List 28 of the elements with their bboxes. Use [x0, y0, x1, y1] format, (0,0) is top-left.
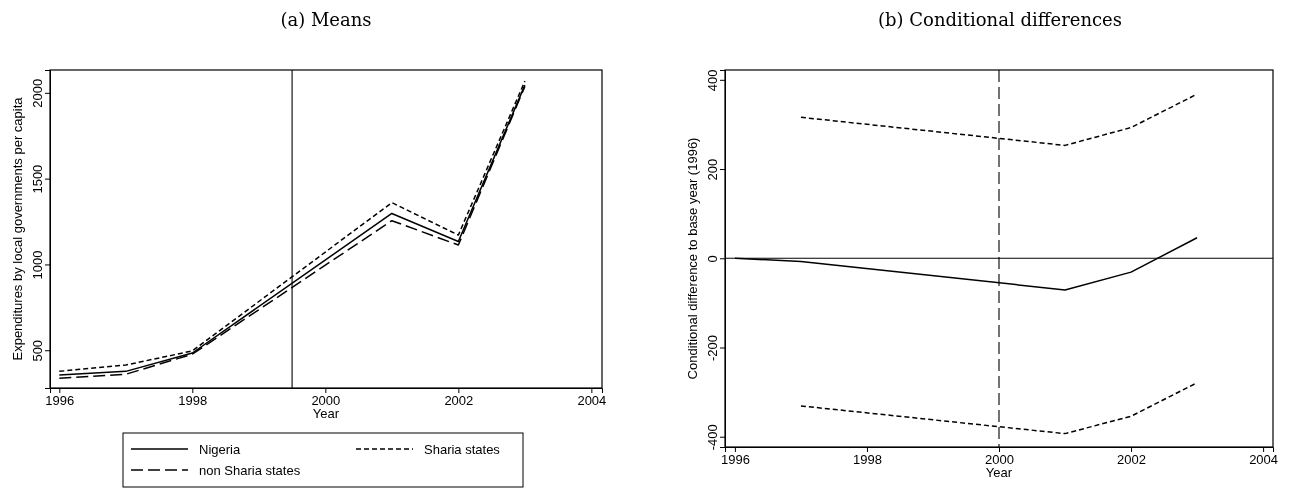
x-tick-label: 2002 [1117, 452, 1147, 468]
legend-label: Sharia states [424, 442, 501, 457]
y-tick-label: 200 [705, 158, 720, 181]
chart-title: (b) Conditional differences [878, 9, 1122, 30]
chart-title: (a) Means [280, 9, 372, 30]
y-tick-label: -400 [705, 424, 720, 451]
y-tick-label: 1000 [30, 250, 45, 280]
x-tick-label: 1996 [720, 452, 750, 468]
y-axis-title: Conditional difference to base year (1996) [685, 137, 700, 380]
y-axis-title: Expenditures by local governments per capita [10, 96, 25, 361]
y-tick-label: 2000 [30, 78, 45, 108]
legend-label: Nigeria [199, 442, 241, 457]
x-tick-label: 2002 [444, 393, 474, 409]
x-tick-label: 2004 [577, 393, 607, 409]
x-tick-label: 1998 [852, 452, 882, 468]
y-tick-label: 1500 [30, 164, 45, 194]
y-tick-label: -200 [705, 334, 720, 362]
x-axis-title: Year [312, 406, 340, 421]
y-tick-label: 500 [30, 339, 45, 362]
x-tick-label: 1998 [178, 393, 208, 409]
x-tick-label: 2000 [985, 452, 1014, 468]
x-tick-label: 2004 [1249, 452, 1279, 468]
x-axis-title: Year [985, 465, 1013, 480]
y-tick-label: 400 [705, 69, 720, 92]
x-tick-label: 1996 [45, 393, 75, 409]
y-tick-label: 0 [705, 255, 720, 263]
x-tick-label: 2000 [311, 393, 341, 409]
legend-label: non Sharia states [199, 463, 301, 478]
